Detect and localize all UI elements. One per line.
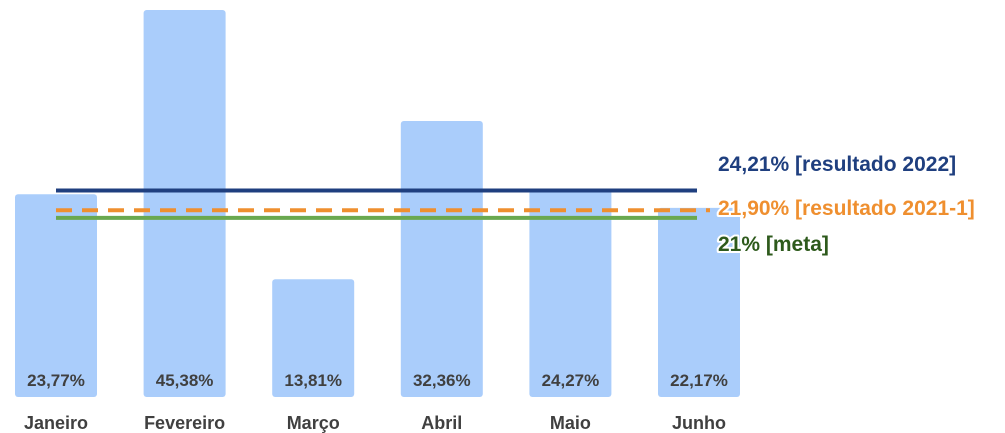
bar-janeiro [15,194,97,397]
reference-label-3: 21% [meta] [718,233,829,256]
reference-label-1: 24,21% [resultado 2022] [718,153,956,176]
data-label: 45,38% [156,371,214,390]
data-label: 22,17% [670,371,728,390]
data-label: 13,81% [284,371,342,390]
category-label: Janeiro [24,413,88,433]
data-label: 23,77% [27,371,85,390]
bar-abril [400,121,483,397]
data-label: 24,27% [542,371,600,390]
reference-label-2: 21,90% [resultado 2021-1] [718,197,975,220]
category-label: Fevereiro [144,413,225,433]
bar-maio [529,190,612,397]
category-label: Março [287,413,340,433]
category-label: Maio [550,413,591,433]
category-label: Abril [421,413,462,433]
category-label: Junho [672,413,726,433]
data-label: 32,36% [413,371,471,390]
bar-fevereiro [143,10,226,397]
bar-junho [658,207,740,397]
bar-maro [272,279,355,397]
